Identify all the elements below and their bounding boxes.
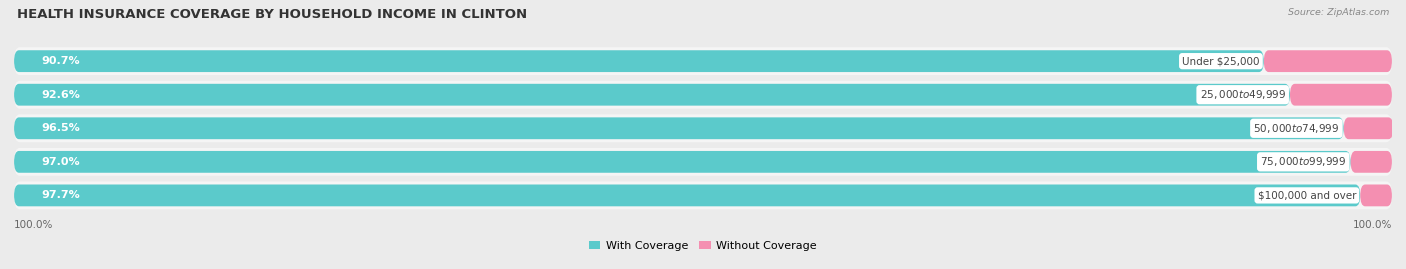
FancyBboxPatch shape: [14, 182, 1392, 209]
FancyBboxPatch shape: [1344, 117, 1393, 139]
FancyBboxPatch shape: [1360, 185, 1392, 206]
Text: $25,000 to $49,999: $25,000 to $49,999: [1199, 88, 1286, 101]
Text: 97.7%: 97.7%: [42, 190, 80, 200]
Text: $75,000 to $99,999: $75,000 to $99,999: [1260, 155, 1347, 168]
Text: 96.5%: 96.5%: [42, 123, 80, 133]
FancyBboxPatch shape: [1264, 50, 1392, 72]
FancyBboxPatch shape: [14, 151, 1351, 173]
FancyBboxPatch shape: [1289, 84, 1392, 106]
FancyBboxPatch shape: [14, 185, 1360, 206]
Text: $50,000 to $74,999: $50,000 to $74,999: [1253, 122, 1340, 135]
FancyBboxPatch shape: [14, 114, 1392, 142]
FancyBboxPatch shape: [14, 81, 1392, 109]
Text: HEALTH INSURANCE COVERAGE BY HOUSEHOLD INCOME IN CLINTON: HEALTH INSURANCE COVERAGE BY HOUSEHOLD I…: [17, 8, 527, 21]
FancyBboxPatch shape: [14, 117, 1344, 139]
Text: 92.6%: 92.6%: [42, 90, 80, 100]
FancyBboxPatch shape: [14, 148, 1392, 176]
FancyBboxPatch shape: [14, 50, 1264, 72]
Text: Source: ZipAtlas.com: Source: ZipAtlas.com: [1288, 8, 1389, 17]
Text: 100.0%: 100.0%: [1353, 220, 1392, 229]
Text: 90.7%: 90.7%: [42, 56, 80, 66]
FancyBboxPatch shape: [14, 47, 1392, 75]
Text: Under $25,000: Under $25,000: [1182, 56, 1260, 66]
FancyBboxPatch shape: [1351, 151, 1392, 173]
FancyBboxPatch shape: [14, 84, 1289, 106]
Text: 100.0%: 100.0%: [14, 220, 53, 229]
Text: 97.0%: 97.0%: [42, 157, 80, 167]
Text: $100,000 and over: $100,000 and over: [1257, 190, 1357, 200]
Legend: With Coverage, Without Coverage: With Coverage, Without Coverage: [585, 236, 821, 255]
